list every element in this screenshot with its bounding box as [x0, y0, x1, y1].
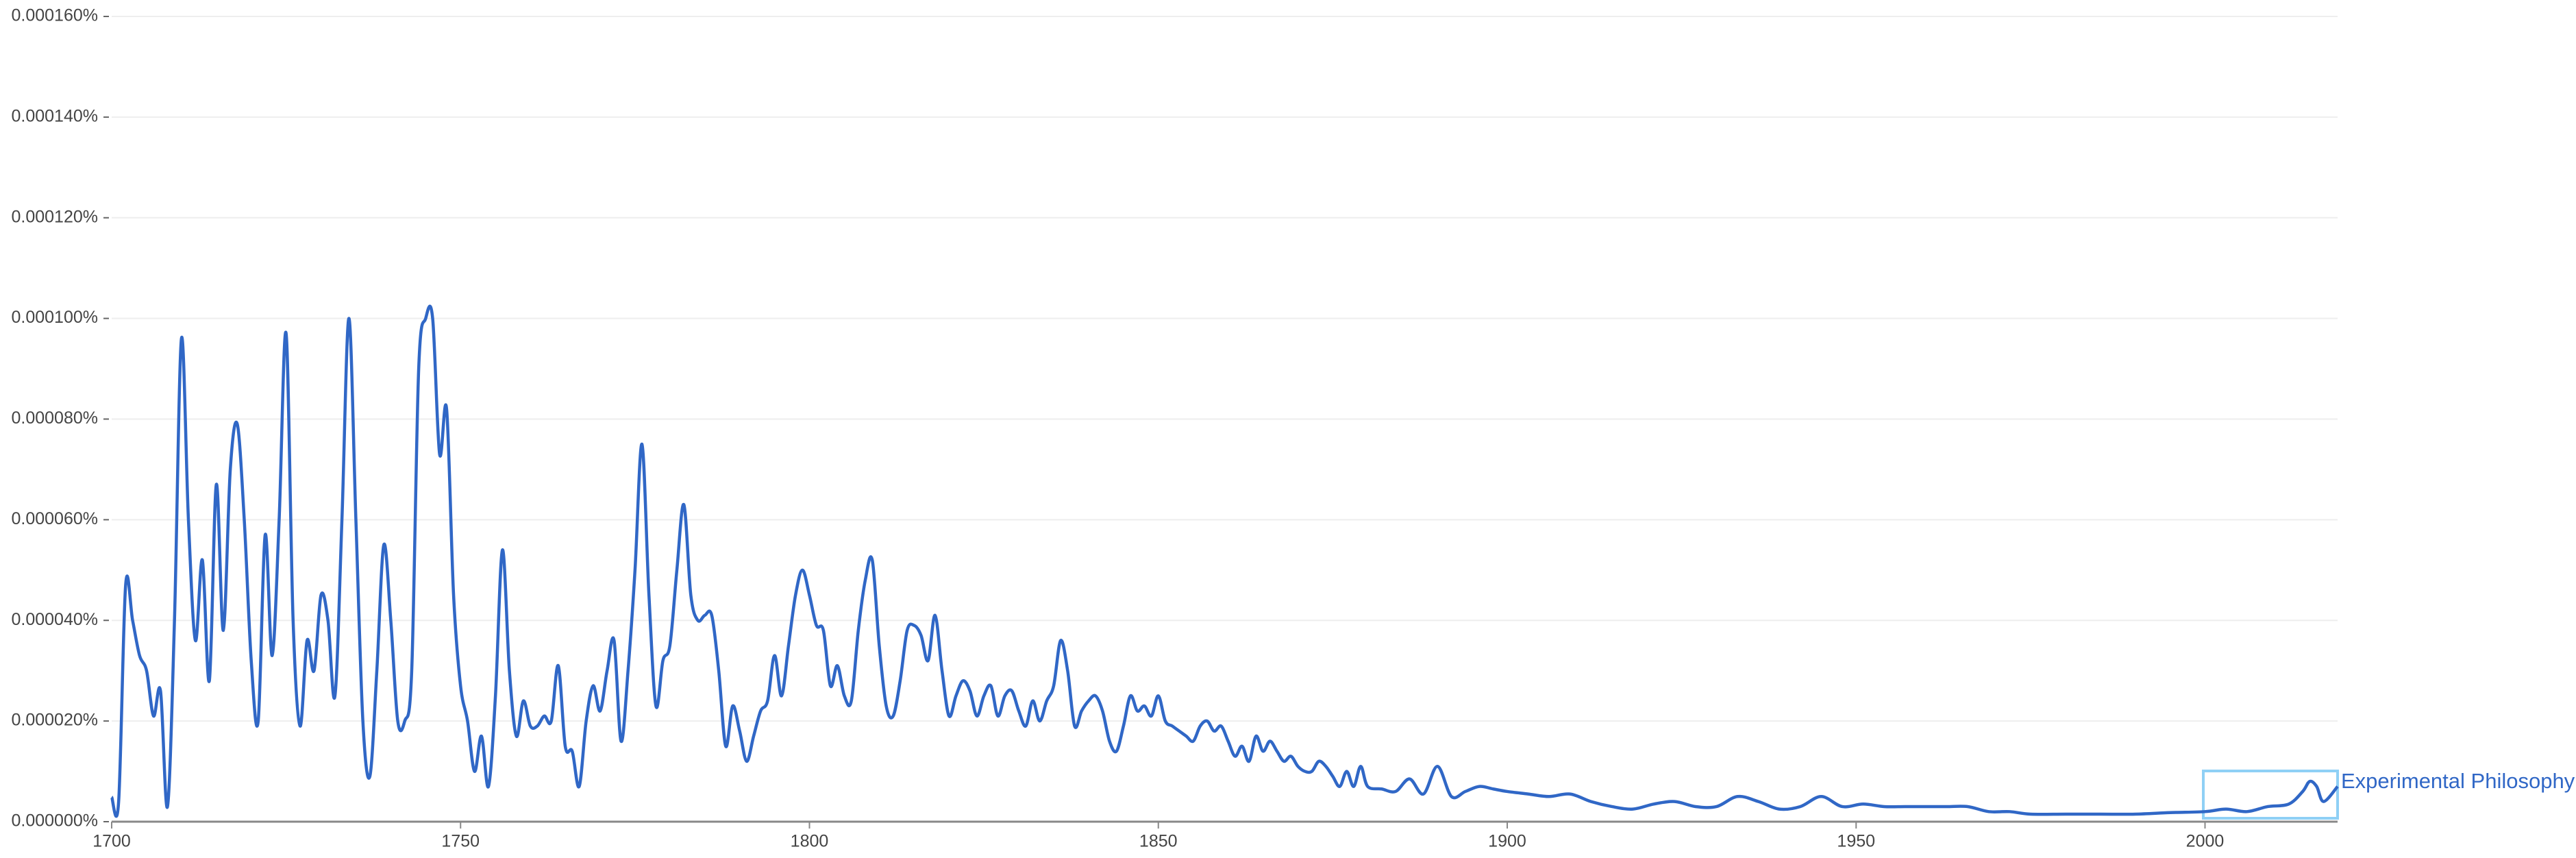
x-tick-label: 1750: [441, 832, 480, 851]
y-tick-label: 0.000140%: [11, 106, 98, 125]
x-tick-label: 1700: [92, 832, 131, 851]
y-tick-label: 0.000100%: [11, 308, 98, 327]
y-tick-label: 0.000060%: [11, 509, 98, 528]
y-tick-label: 0.000120%: [11, 207, 98, 226]
x-tick-label: 1950: [1837, 832, 1875, 851]
x-tick-label: 1800: [791, 832, 829, 851]
y-tick-label: 0.000000%: [11, 811, 98, 831]
y-tick-label: 0.000020%: [11, 711, 98, 730]
y-tick-label: 0.000040%: [11, 610, 98, 629]
y-tick-label: 0.000160%: [11, 6, 98, 25]
x-tick-label: 2000: [2186, 832, 2225, 851]
series-line: [110, 304, 2339, 818]
highlight-box: [2202, 770, 2339, 820]
y-tick-label: 0.000080%: [11, 408, 98, 428]
x-tick-label: 1850: [1139, 832, 1178, 851]
series-label: Experimental Philosophy: [2341, 769, 2575, 793]
x-tick-label: 1900: [1488, 832, 1526, 851]
